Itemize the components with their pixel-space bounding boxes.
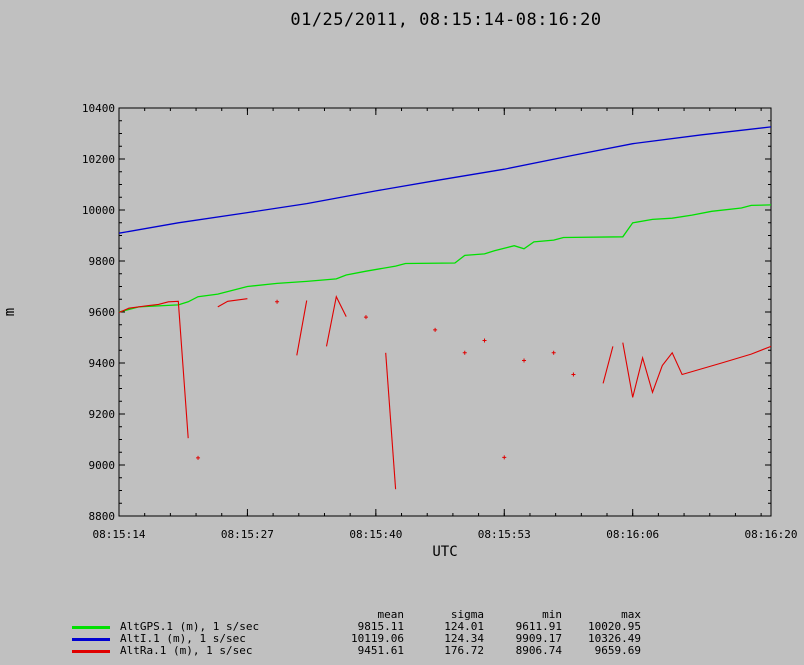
data-point-marker <box>502 455 507 460</box>
x-tick-label: 08:15:27 <box>221 528 274 541</box>
data-point-marker <box>433 327 438 332</box>
stats-header-row: mean sigma min max <box>72 608 642 621</box>
stats-min-altgps: 9611.91 <box>515 620 562 633</box>
y-tick-label: 9800 <box>89 255 116 268</box>
stats-mean-altgps: 9815.11 <box>357 620 404 633</box>
data-point-marker <box>462 350 467 355</box>
x-axis-label: UTC <box>432 544 457 560</box>
stats-max-altra: 9659.69 <box>594 644 641 657</box>
series-2 <box>118 295 772 490</box>
stats-mean-altra: 9451.61 <box>357 644 404 657</box>
series-line-segment <box>217 298 248 308</box>
y-axis: 8800 9000 9200 9400 9600 9800 10000 10200 10400 <box>82 102 771 523</box>
y-tick-label: 10000 <box>82 204 115 217</box>
y-tick-label: 9600 <box>89 306 116 319</box>
legend-label-alti: AltI.1 (m), 1 s/sec <box>120 632 246 645</box>
y-axis-label: m <box>2 308 18 316</box>
series-layer <box>118 126 772 490</box>
series-1 <box>118 126 772 234</box>
stats-header-sigma: sigma <box>450 608 484 621</box>
x-axis: 08:15:14 08:15:27 08:15:40 08:15:53 08:16:06… <box>93 108 798 541</box>
series-line <box>118 126 772 234</box>
y-tick-label: 9200 <box>89 408 116 421</box>
data-point-marker <box>196 455 201 460</box>
data-point-marker <box>482 338 487 343</box>
stats-sigma-alti: 124.34 <box>444 632 484 645</box>
data-point-marker <box>363 315 368 320</box>
series-0 <box>118 204 772 313</box>
stats-row-altra: AltRa.1 (m), 1 s/sec 9451.61 176.72 8906… <box>72 645 641 657</box>
legend-label-altra: AltRa.1 (m), 1 s/sec <box>120 644 253 657</box>
x-tick-label: 08:15:40 <box>349 528 402 541</box>
series-line-segment <box>622 342 772 398</box>
stats-row-altgps: AltGPS.1 (m), 1 s/sec 9815.11 124.01 961… <box>72 621 641 633</box>
stats-legend: mean sigma min max AltGPS.1 (m), 1 s/sec… <box>72 609 641 657</box>
legend-swatch-alti <box>72 637 110 641</box>
legend-swatch-altra <box>72 649 110 653</box>
series-line-segment <box>385 352 397 490</box>
data-point-marker <box>275 299 280 304</box>
data-point-marker <box>571 372 576 377</box>
series-line-segment <box>325 295 347 347</box>
y-tick-label: 10200 <box>82 153 115 166</box>
stats-max-altgps: 10020.95 <box>588 620 641 633</box>
stats-row-alti: AltI.1 (m), 1 s/sec 10119.06 124.34 9909… <box>72 633 641 645</box>
stats-max-alti: 10326.49 <box>588 632 641 645</box>
legend-label-altgps: AltGPS.1 (m), 1 s/sec <box>120 620 260 633</box>
stats-header-mean: mean <box>377 608 405 621</box>
stats-header-max: max <box>621 608 641 621</box>
stats-sigma-altgps: 124.01 <box>444 620 484 633</box>
series-line-segment <box>602 346 614 384</box>
x-tick-label: 08:16:06 <box>606 528 659 541</box>
data-point-marker <box>551 350 556 355</box>
y-tick-label: 10400 <box>82 102 115 115</box>
y-tick-label: 8800 <box>89 510 116 523</box>
plot-area <box>118 107 772 517</box>
x-tick-label: 08:16:20 <box>745 528 798 541</box>
x-tick-label: 08:15:14 <box>93 528 146 541</box>
series-line-segment <box>118 300 189 439</box>
chart-title: 01/25/2011, 08:15:14-08:16:20 <box>290 10 602 30</box>
stats-mean-alti: 10119.06 <box>351 632 404 645</box>
stats-min-alti: 9909.17 <box>515 632 562 645</box>
y-tick-label: 9000 <box>89 459 116 472</box>
x-tick-label: 08:15:53 <box>478 528 531 541</box>
stats-header-min: min <box>542 608 562 621</box>
stats-sigma-altra: 176.72 <box>444 644 484 657</box>
series-line <box>118 204 772 313</box>
data-point-marker <box>522 358 527 363</box>
stats-min-altra: 8906.74 <box>515 644 562 657</box>
y-tick-label: 9400 <box>89 357 116 370</box>
legend-swatch-altgps <box>72 625 110 629</box>
series-line-segment <box>296 300 308 356</box>
